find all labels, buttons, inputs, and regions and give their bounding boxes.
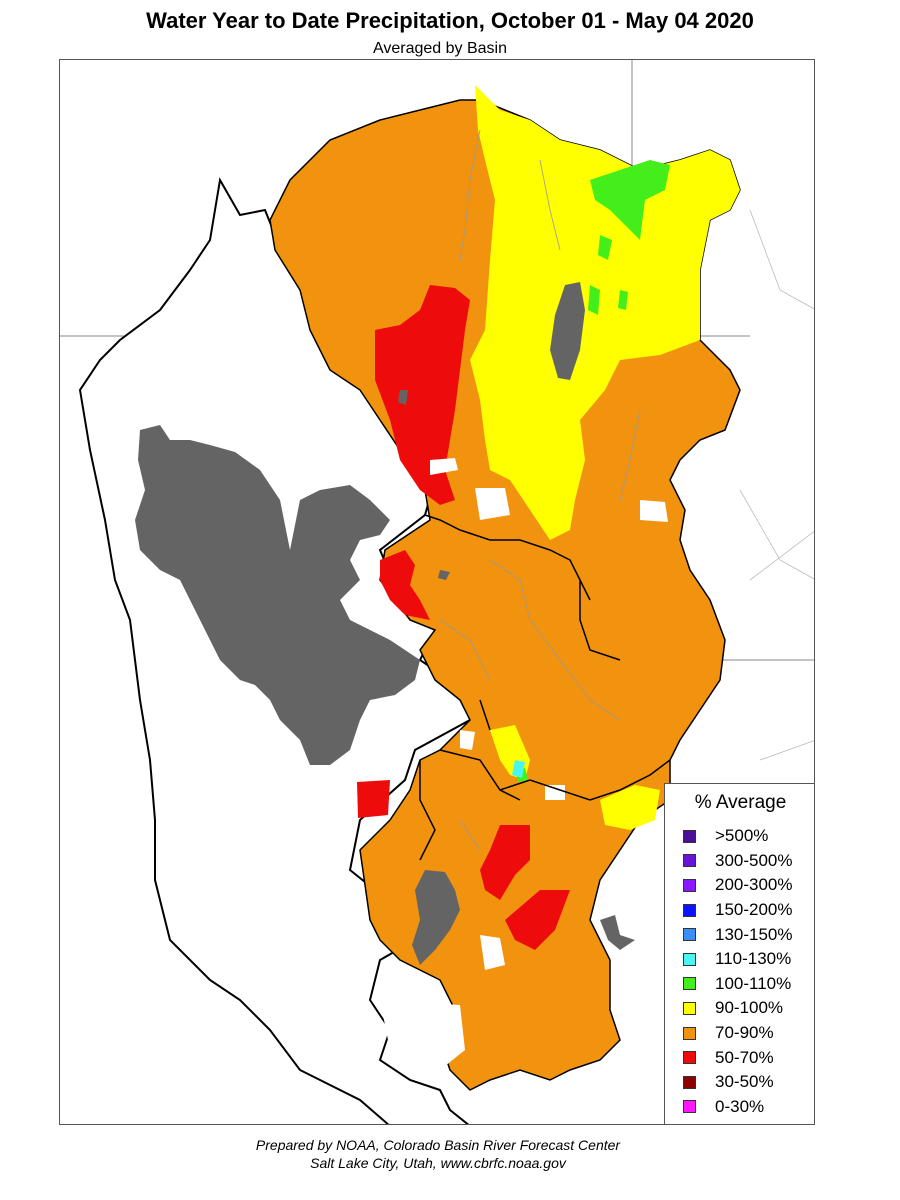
basin-110-130: [512, 760, 525, 778]
reservoir-small-1: [398, 390, 408, 405]
legend-item: >500%: [683, 824, 793, 849]
map-title: Water Year to Date Precipitation, Octobe…: [146, 8, 754, 33]
legend-swatch: [683, 1051, 696, 1065]
basin-boundaries: [419, 514, 671, 861]
legend-label: 50-70%: [715, 1047, 774, 1067]
legend-label: 300-500%: [715, 850, 793, 870]
bear-lake: [550, 282, 585, 380]
legend-item: 200-300%: [683, 873, 793, 898]
legend-item: 110-130%: [683, 947, 793, 972]
legend-label: 30-50%: [715, 1072, 774, 1092]
legend-swatch: [683, 952, 696, 966]
no-data-areas: [380, 458, 668, 1070]
legend-item: 70-90%: [683, 1021, 793, 1046]
legend-label: 200-300%: [715, 875, 793, 895]
legend-label: 100-110%: [715, 973, 792, 993]
legend-item: 300-500%: [683, 849, 793, 874]
legend-item: 50-70%: [683, 1045, 793, 1070]
legend-label: 70-90%: [715, 1023, 774, 1043]
legend-item: 100-110%: [683, 972, 793, 997]
legend-label: 130-150%: [715, 924, 793, 944]
legend-item: 150-200%: [683, 898, 793, 923]
basin-90-100: [470, 85, 740, 540]
legend-list: >500% 300-500% 200-300% 150-200% 130-150% 110…: [683, 824, 793, 1119]
credit-line-2: Salt Lake City, Utah, www.cbrfc.noaa.gov: [310, 1155, 566, 1171]
legend-item: 30-50%: [683, 1070, 793, 1095]
legend-item: 130-150%: [683, 922, 793, 947]
great-salt-lake: [135, 425, 420, 765]
credit-line-1: Prepared by NOAA, Colorado Basin River F…: [255, 1137, 621, 1153]
legend-swatch: [683, 1026, 696, 1040]
streams: [439, 129, 641, 851]
legend-swatch: [683, 829, 696, 843]
legend-label: 110-130%: [715, 949, 792, 969]
legend-label: 150-200%: [715, 900, 793, 920]
basin-90-100-southeast: [600, 785, 660, 830]
legend-swatch: [683, 977, 696, 991]
credit: Prepared by NOAA, Colorado Basin River F…: [0, 1136, 876, 1172]
reservoir-east: [600, 915, 635, 950]
legend: % Average >500% 300-500% 200-300% 150-200% 1…: [664, 783, 815, 1125]
legend-label: 90-100%: [715, 998, 784, 1018]
legend-swatch: [683, 1075, 696, 1089]
legend-title: % Average: [694, 792, 787, 813]
legend-swatch: [683, 854, 696, 868]
legend-swatch: [683, 1001, 696, 1015]
legend-item: 0-30%: [683, 1095, 793, 1120]
map-frame: [59, 59, 815, 1125]
legend-swatch: [683, 1100, 696, 1114]
basin-50-70: [357, 285, 570, 950]
basin-map: [60, 60, 814, 1124]
map-subtitle: Averaged by Basin: [372, 40, 507, 57]
legend-label: >500%: [715, 826, 769, 846]
legend-swatch: [683, 878, 696, 892]
water-bodies: [135, 282, 635, 965]
legend-swatch: [683, 928, 696, 942]
reservoir-small-2: [438, 570, 450, 580]
legend-item: 90-100%: [683, 996, 793, 1021]
legend-label: 0-30%: [715, 1096, 765, 1116]
utah-lake: [412, 870, 460, 965]
basin-100-110: [515, 160, 670, 782]
legend-swatch: [683, 903, 696, 917]
